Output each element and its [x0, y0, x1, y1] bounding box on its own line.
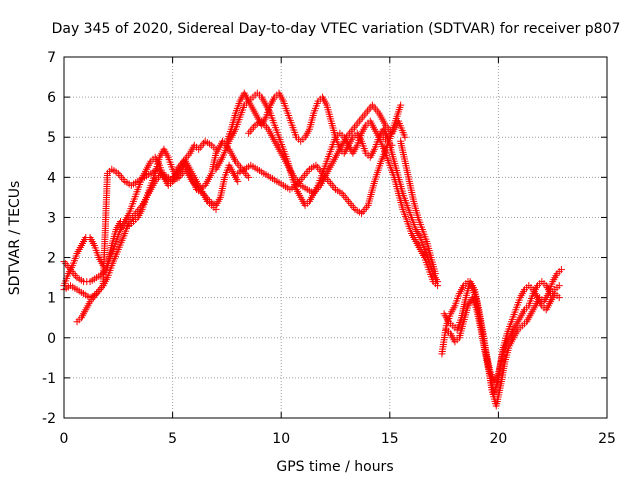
y-tick-label: 1 [47, 291, 56, 307]
y-tick-label: 6 [47, 90, 56, 106]
data-point [245, 173, 253, 181]
series-arc-4 [60, 157, 242, 302]
x-tick-label: 5 [168, 431, 177, 447]
series-arc-2 [73, 137, 253, 326]
tick-labels: 0 5 10 15 20 25 -2 -1 0 1 2 3 4 5 6 7 [42, 50, 616, 447]
plot-frame [63, 56, 608, 419]
y-tick-label: 3 [47, 210, 56, 226]
series-arc-10 [386, 141, 442, 286]
y-axis-label: SDTVAR / TECUs [7, 181, 23, 296]
data-point [397, 101, 405, 109]
x-tick-label: 0 [60, 431, 69, 447]
x-tick-label: 10 [272, 431, 290, 447]
series-arc-3 [60, 145, 220, 290]
y-tick-label: 0 [47, 331, 56, 347]
series-arc-8 [245, 101, 409, 197]
data-point [401, 133, 409, 141]
y-tick-label: 4 [47, 170, 56, 186]
data-point [234, 177, 242, 185]
y-tick-label: 5 [47, 130, 56, 146]
data-point [555, 282, 563, 290]
x-tick-label: 20 [489, 431, 507, 447]
data-point [557, 266, 565, 274]
data-point [555, 294, 563, 302]
x-axis-label: GPS time / hours [276, 459, 393, 475]
y-tick-label: 2 [47, 251, 56, 267]
data-point [431, 270, 439, 278]
x-tick-label: 15 [381, 431, 399, 447]
y-tick-label: 7 [47, 50, 56, 66]
gridlines [64, 57, 607, 418]
series-arc-11 [397, 137, 439, 278]
data-point [434, 278, 442, 286]
axis-ticks [63, 56, 608, 419]
data-points [60, 89, 565, 410]
series-arc-14 [442, 282, 563, 398]
chart-title: Day 345 of 2020, Sidereal Day-to-day VTE… [52, 21, 621, 37]
y-tick-label: -2 [42, 411, 56, 427]
y-tick-label: -1 [42, 371, 56, 387]
x-tick-label: 25 [598, 431, 616, 447]
series-arc-6 [223, 89, 392, 161]
